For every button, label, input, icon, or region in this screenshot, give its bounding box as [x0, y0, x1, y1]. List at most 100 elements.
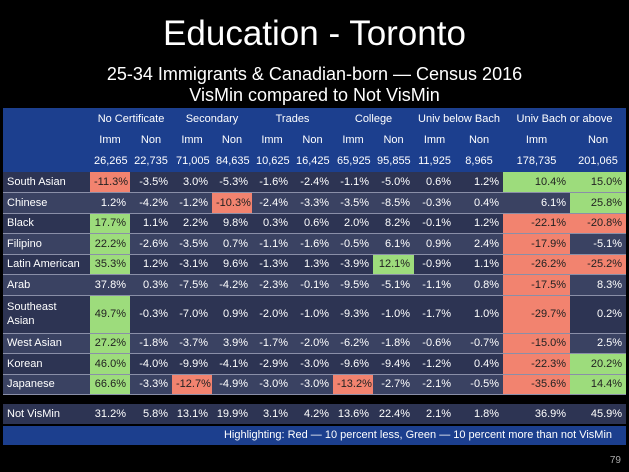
- data-cell: -1.1%: [252, 233, 293, 255]
- table-row: Imm Non Imm Non Imm Non Imm Non Imm Non Imm Non: [3, 130, 627, 150]
- row-label: West Asian: [3, 333, 90, 354]
- data-cell: 49.7%: [90, 295, 130, 334]
- data-cell: -2.0%: [252, 295, 293, 334]
- data-cell: -5.1%: [570, 233, 627, 255]
- data-cell: -17.5%: [503, 274, 571, 296]
- page-number: 79: [609, 455, 621, 466]
- data-cell: -0.5%: [455, 374, 504, 395]
- row-label: South Asian: [3, 172, 90, 193]
- table-row: 26,265 22,735 71,005 84,635 10,625 16,425 65,9…: [3, 150, 627, 172]
- data-cell: -0.1%: [292, 274, 334, 296]
- data-cell: 36.9%: [503, 403, 571, 425]
- data-cell: -1.1%: [333, 172, 374, 193]
- data-cell: -9.6%: [333, 353, 374, 375]
- data-cell: 27.2%: [90, 333, 130, 354]
- data-cell: -1.6%: [252, 172, 293, 193]
- data-cell: 6.1%: [373, 233, 415, 255]
- data-cell: -0.5%: [333, 233, 374, 255]
- data-cell: -1.8%: [130, 333, 173, 354]
- data-cell: -0.6%: [414, 333, 456, 354]
- group-header: Univ below Bach: [414, 108, 504, 130]
- subtitle: 25-34 Immigrants & Canadian-born — Censu…: [106, 64, 523, 84]
- table-row: West Asian 27.2% -1.8% -3.7% 3.9% -1.7% -2.0% -…: [3, 333, 627, 354]
- data-cell: -0.9%: [414, 254, 456, 275]
- data-cell: -5.0%: [373, 172, 415, 193]
- table-row: Southeast Asian 49.7% -0.3% -7.0% 0.9% -2.0% -…: [3, 295, 627, 334]
- table-row: Filipino 22.2% -2.6% -3.5% 0.7% -1.1% -1.6% -0.…: [3, 233, 627, 255]
- data-cell: 17.7%: [90, 213, 130, 234]
- sub-header: Non: [212, 130, 253, 150]
- data-cell: -1.6%: [292, 233, 334, 255]
- data-cell: -1.7%: [414, 295, 456, 334]
- row-label: Korean: [3, 353, 90, 375]
- sub-header: Imm: [503, 130, 571, 150]
- data-cell: 0.2%: [570, 295, 627, 334]
- row-label: Filipino: [3, 233, 90, 255]
- data-cell: 2.2%: [172, 213, 213, 234]
- count-cell: 11,925: [414, 150, 456, 172]
- count-cell: 95,855: [373, 150, 415, 172]
- data-cell: 2.1%: [414, 403, 456, 425]
- count-cell: 201,065: [570, 150, 627, 172]
- table-row: Japanese 66.6% -3.3% -12.7% -4.9% -3.0% -3.0% -…: [3, 374, 627, 395]
- group-header: Trades: [252, 108, 334, 130]
- data-cell: -3.9%: [333, 254, 374, 275]
- sub-header: Imm: [172, 130, 213, 150]
- data-cell: -2.9%: [252, 353, 293, 375]
- data-cell: -20.8%: [570, 213, 627, 234]
- table-row: No Certificate Secondary Trades College Univ…: [3, 108, 627, 130]
- count-cell: 71,005: [172, 150, 213, 172]
- data-cell: 0.4%: [455, 353, 504, 375]
- data-cell: 3.9%: [212, 333, 253, 354]
- data-cell: 1.3%: [292, 254, 334, 275]
- data-cell: -0.3%: [414, 192, 456, 214]
- data-cell: -6.2%: [333, 333, 374, 354]
- data-cell: 22.4%: [373, 403, 415, 425]
- count-cell: 10,625: [252, 150, 293, 172]
- group-header: Univ Bach or above: [503, 108, 627, 130]
- data-cell: 6.1%: [503, 192, 571, 214]
- table-row: Latin American 35.3% 1.2% -3.1% 9.6% -1.3% 1.3…: [3, 254, 627, 275]
- data-cell: -3.0%: [292, 353, 334, 375]
- data-cell: 0.9%: [212, 295, 253, 334]
- data-cell: -35.6%: [503, 374, 571, 395]
- data-cell: -3.5%: [172, 233, 213, 255]
- data-cell: 1.2%: [455, 213, 504, 234]
- table-row: Chinese 1.2% -4.2% -1.2% -10.3% -2.4% -3.3% -3.…: [3, 192, 627, 214]
- data-cell: 1.0%: [455, 295, 504, 334]
- data-cell: -1.7%: [252, 333, 293, 354]
- data-cell: 8.2%: [373, 213, 415, 234]
- data-cell: 1.1%: [130, 213, 173, 234]
- sub-header: Non: [570, 130, 627, 150]
- data-cell: -3.0%: [292, 374, 334, 395]
- table-row: Not VisMin 31.2% 5.8% 13.1% 19.9% 3.1% 4.2% 13.…: [3, 403, 627, 425]
- data-cell: 10.4%: [503, 172, 571, 193]
- data-cell: -25.2%: [570, 254, 627, 275]
- data-cell: -2.1%: [414, 374, 456, 395]
- data-cell: 1.2%: [130, 254, 173, 275]
- data-cell: -10.3%: [212, 192, 253, 214]
- count-cell: 84,635: [212, 150, 253, 172]
- table-row: South Asian -11.3% -3.5% 3.0% -5.3% -1.6% -2.4…: [3, 172, 627, 193]
- data-cell: -22.1%: [503, 213, 571, 234]
- sub-header: Imm: [90, 130, 130, 150]
- data-cell: 46.0%: [90, 353, 130, 375]
- data-cell: -7.0%: [172, 295, 213, 334]
- count-cell: 178,735: [503, 150, 571, 172]
- data-cell: -2.3%: [252, 274, 293, 296]
- count-cell: 22,735: [130, 150, 173, 172]
- data-cell: 45.9%: [570, 403, 627, 425]
- sub-header: Imm: [333, 130, 374, 150]
- data-cell: 35.3%: [90, 254, 130, 275]
- row-label: Black: [3, 213, 90, 234]
- table-row: Arab 37.8% 0.3% -7.5% -4.2% -2.3% -0.1% -9.5% -5…: [3, 274, 627, 296]
- data-cell: -1.1%: [414, 274, 456, 296]
- corner-cell: [3, 130, 90, 150]
- group-header: College: [333, 108, 415, 130]
- data-cell: -5.1%: [373, 274, 415, 296]
- data-cell: 0.9%: [414, 233, 456, 255]
- data-cell: 22.2%: [90, 233, 130, 255]
- row-label: Latin American: [3, 254, 90, 275]
- data-cell: 20.2%: [570, 353, 627, 375]
